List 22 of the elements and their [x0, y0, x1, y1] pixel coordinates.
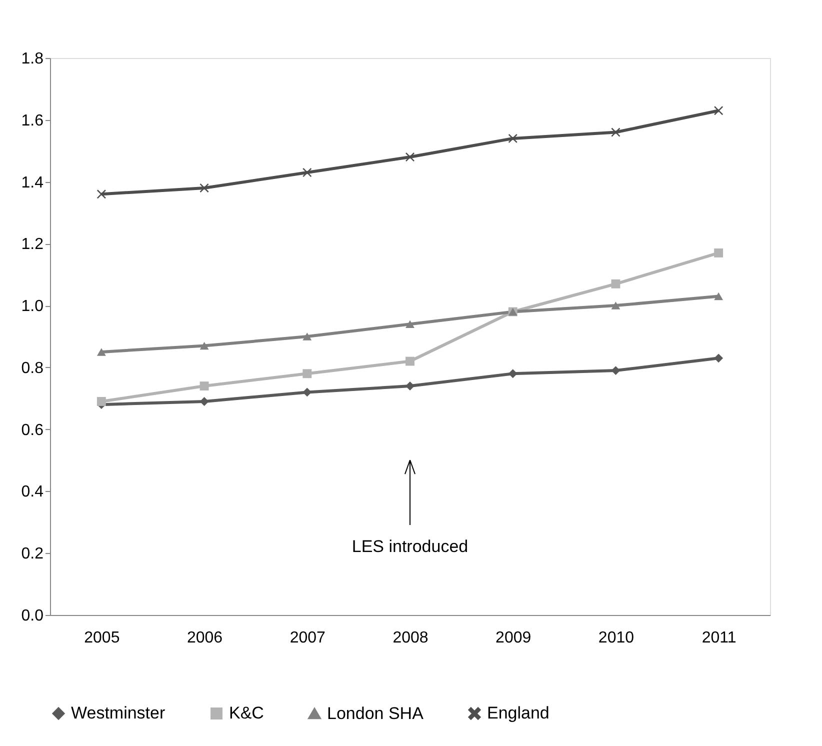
y-tick-label: 0.2 — [21, 546, 44, 563]
y-tick-label: 1.0 — [21, 298, 44, 316]
x-tick-label: 2010 — [598, 630, 634, 646]
y-tick-label: 1.2 — [21, 236, 44, 254]
x-tick-label: 2007 — [290, 630, 326, 646]
y-tick-label: 0.4 — [21, 484, 44, 501]
annotation: LES introduced — [352, 537, 468, 556]
legend-label: Westminster — [71, 704, 166, 723]
x-tick-label: 2005 — [84, 630, 120, 646]
legend-label: England — [487, 704, 550, 723]
legend-label: London SHA — [327, 704, 424, 723]
x-tick-label: 2011 — [702, 630, 736, 646]
x-tick-label: 2006 — [186, 630, 223, 646]
y-tick-label: 1.6 — [21, 112, 44, 130]
x-tick-label: 2008 — [392, 630, 428, 646]
y-tick-label: 0.0 — [21, 608, 44, 624]
y-tick-label: 1.4 — [21, 174, 44, 192]
legend-label: K&C — [229, 704, 264, 723]
y-tick-label: 0.6 — [21, 422, 44, 439]
y-tick-label: 0.8 — [21, 360, 44, 377]
y-tick-label: 1.8 — [21, 50, 44, 68]
x-tick-label: 2009 — [496, 630, 532, 646]
